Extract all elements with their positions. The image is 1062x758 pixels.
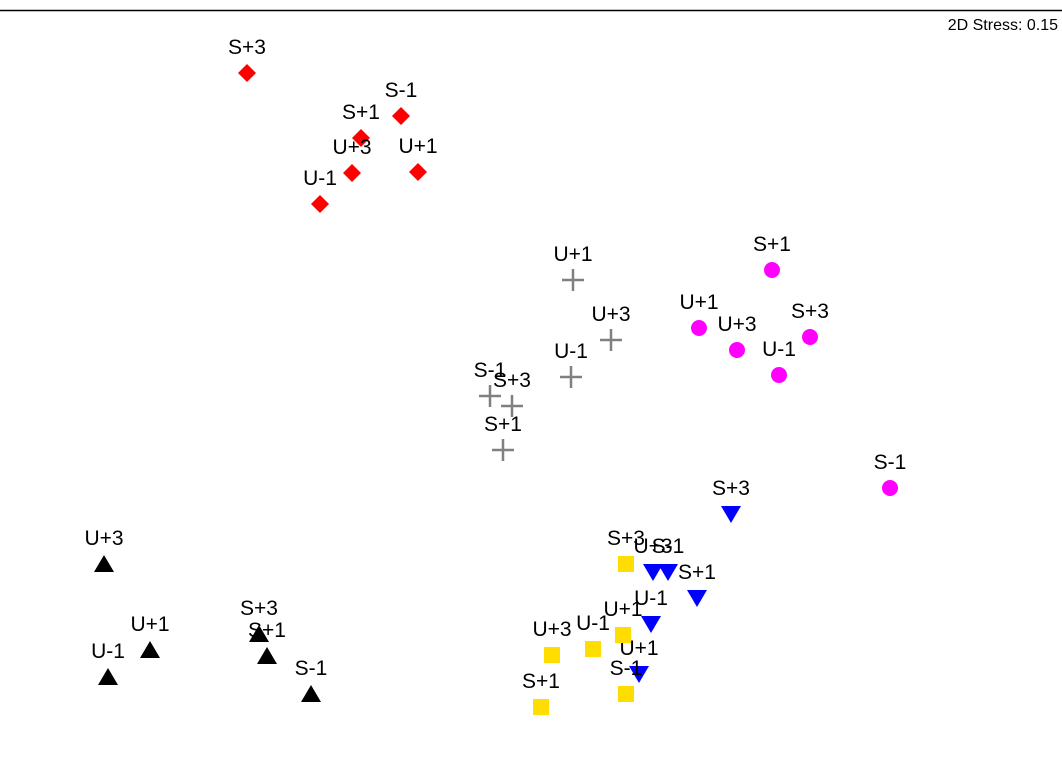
series-diamond: S+3 S-1S+1 U+3 U+1 U-1 <box>228 36 438 213</box>
point-square-Uplus3-marker <box>544 647 560 663</box>
point-label: U+3 <box>84 527 123 550</box>
point-label: S+3 <box>240 597 278 620</box>
point-label: U+1 <box>553 243 592 266</box>
point-triangle-down-Uminus1-marker <box>641 616 661 633</box>
point-label: S+1 <box>522 670 560 693</box>
point-circle-Splus1-marker <box>764 262 780 278</box>
point-label: S-1 <box>474 359 507 382</box>
point-triangle-up-Splus3-marker <box>249 625 269 642</box>
point-square-Uminus1-marker <box>585 641 601 657</box>
point-triangle-down-Splus1-marker <box>687 590 707 607</box>
stress-label: 2D Stress: 0.15 <box>947 17 1058 34</box>
point-triangle-down-Sminus1-marker <box>658 564 678 581</box>
point-plus-Uminus1-marker <box>560 366 582 388</box>
point-label: S+3 <box>712 477 750 500</box>
point-triangle-down-Splus3-marker <box>721 506 741 523</box>
series-circle: S+1 U+1U+3 S+3 U-1 S-1 <box>679 233 906 496</box>
point-label: U-1 <box>554 340 588 363</box>
point-triangle-up-Uplus3-marker <box>94 555 114 572</box>
point-triangle-up-Splus1-marker <box>257 647 277 664</box>
point-triangle-down-Uplus3-marker <box>643 564 663 581</box>
point-circle-Splus3-marker <box>802 329 818 345</box>
point-label: U+3 <box>532 618 571 641</box>
point-plus-Sminus1-marker <box>479 385 501 407</box>
point-square-Sminus1-marker <box>618 686 634 702</box>
point-diamond-Sminus1-marker <box>392 107 410 125</box>
point-label: S+1 <box>484 413 522 436</box>
point-circle-Uminus1-marker <box>771 367 787 383</box>
point-label: U+1 <box>603 598 642 621</box>
point-label: S-1 <box>652 535 685 558</box>
point-plus-Uplus3-marker <box>600 329 622 351</box>
point-triangle-down-Uplus1-marker <box>629 666 649 683</box>
point-label: U+3 <box>332 136 371 159</box>
point-diamond-Splus3-marker <box>238 64 256 82</box>
point-circle-Uplus1-marker <box>691 320 707 336</box>
point-label: S-1 <box>385 79 418 102</box>
point-label: S+3 <box>607 527 645 550</box>
point-label: S-1 <box>874 451 907 474</box>
point-label: S+3 <box>493 369 531 392</box>
point-label: U-1 <box>634 587 668 610</box>
point-label: S+1 <box>342 101 380 124</box>
point-triangle-up-Uminus1-marker <box>98 668 118 685</box>
point-diamond-Splus1-marker <box>352 129 370 147</box>
point-triangle-up-Sminus1-marker <box>301 685 321 702</box>
point-label: U+1 <box>679 291 718 314</box>
point-label: S+1 <box>753 233 791 256</box>
series-plus: U+1 U+3U-1 S-1S+3 S+1 <box>474 243 631 461</box>
point-plus-Splus1-marker <box>492 439 514 461</box>
point-plus-Splus3-marker <box>501 395 523 417</box>
point-label: U+3 <box>633 535 672 558</box>
series-square: S+3 U-1U+1 U+3 S-1 S+1 <box>522 527 645 715</box>
point-diamond-Uplus3-marker <box>343 164 361 182</box>
point-diamond-Uminus1-marker <box>311 195 329 213</box>
point-label: U+3 <box>591 303 630 326</box>
point-label: S-1 <box>610 657 643 680</box>
point-diamond-Uplus1-marker <box>409 163 427 181</box>
point-label: U-1 <box>576 612 610 635</box>
point-circle-Sminus1-marker <box>882 480 898 496</box>
series-triangle-up: U+3 U+1U-1 S+3S+1 S-1 <box>84 527 327 702</box>
point-circle-Uplus3-marker <box>729 342 745 358</box>
point-label: S-1 <box>295 657 328 680</box>
point-label: S+3 <box>791 300 829 323</box>
point-label: S+1 <box>678 561 716 584</box>
point-triangle-up-Uplus1-marker <box>140 641 160 658</box>
point-label: S+3 <box>228 36 266 59</box>
point-label: U-1 <box>303 167 337 190</box>
chart-marks: S+3S-1S+1U+3 U+1U-1U+1U+3U-1S-1S+3S+1S+1U… <box>84 36 906 715</box>
point-label: U+1 <box>130 613 169 636</box>
point-label: U+1 <box>398 135 437 158</box>
point-square-Splus1-marker <box>533 699 549 715</box>
point-plus-Uplus1-marker <box>562 269 584 291</box>
point-square-Uplus1-marker <box>615 627 631 643</box>
point-label: U+3 <box>717 313 756 336</box>
point-square-Splus3-marker <box>618 556 634 572</box>
point-label: S+1 <box>248 619 286 642</box>
point-label: U-1 <box>762 338 796 361</box>
series-triangle-down: S+3U+3S-1S+1U-1U+1 <box>619 477 750 683</box>
point-label: U-1 <box>91 640 125 663</box>
